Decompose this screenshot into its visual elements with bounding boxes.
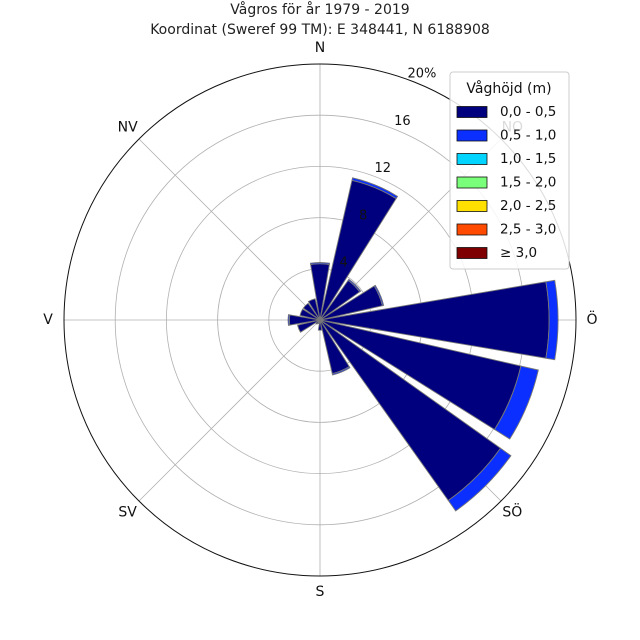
- legend-label: 2,0 - 2,5: [500, 198, 556, 214]
- legend-label: 2,5 - 3,0: [500, 222, 556, 238]
- rose-bar-segment: [347, 278, 362, 293]
- rose-bar-segment: [331, 366, 351, 376]
- legend-label: 1,5 - 2,0: [500, 175, 556, 191]
- direction-label: S: [316, 584, 325, 600]
- radial-tick-label: 12: [375, 161, 392, 176]
- rose-bar-segment: [297, 319, 321, 333]
- radial-tick-label: 4: [339, 256, 347, 271]
- legend-swatch: [456, 176, 488, 189]
- bars-layer: [287, 177, 559, 512]
- legend-swatch: [456, 106, 488, 118]
- chart-subtitle: Koordinat (Sweref 99 TM): E 348441, N 61…: [150, 22, 490, 38]
- legend-label: ≥ 3,0: [500, 245, 537, 261]
- direction-label: Ö: [586, 310, 597, 328]
- rose-bar-segment: [317, 319, 323, 331]
- direction-label: SV: [118, 504, 137, 520]
- legend-label: 1,0 - 1,5: [500, 151, 556, 167]
- rose-bar-segment: [545, 279, 559, 361]
- direction-label: NV: [118, 120, 138, 136]
- legend: Våghöjd (m) 0,0 - 0,5 0,5 - 1,0 1,0 - 1,5 1…: [449, 71, 570, 270]
- rose-bar-segment: [447, 447, 512, 512]
- rose-bar-segment: [373, 284, 385, 307]
- legend-label: 0,5 - 1,0: [500, 128, 556, 144]
- rose-bar-segment: [493, 365, 539, 440]
- legend-swatch: [456, 129, 488, 142]
- chart-title: Vågros för år 1979 - 2019: [230, 1, 409, 18]
- direction-label: SÖ: [502, 502, 522, 520]
- outer-frame: [63, 63, 577, 577]
- grid-spoke: [138, 319, 321, 502]
- legend-box: [449, 71, 570, 270]
- outer-circle: [63, 63, 577, 577]
- rose-bar-segment: [307, 298, 321, 321]
- legend-swatch: [456, 153, 488, 165]
- legend-title: Våghöjd (m): [466, 80, 551, 97]
- legend-items: 0,0 - 0,5 0,5 - 1,0 1,0 - 1,5 1,5 - 2,0 2,0 …: [456, 104, 556, 261]
- legend-label: 0,0 - 0,5: [500, 104, 556, 120]
- legend-swatch: [456, 247, 488, 259]
- legend-swatch: [456, 200, 488, 212]
- radial-tick-label: 20%: [408, 66, 437, 81]
- radial-tick-label: 16: [394, 114, 411, 129]
- legend-swatch: [456, 223, 488, 236]
- grid-spoke: [138, 138, 321, 321]
- rose-bar-segment: [351, 177, 399, 200]
- radial-tick-label: 8: [359, 208, 367, 223]
- radial-tick-labels: 4 8 12 16 20%: [339, 66, 436, 270]
- rose-bar-segment: [299, 308, 321, 321]
- rose-bar-segment: [309, 261, 331, 265]
- direction-label: V: [43, 312, 53, 328]
- direction-label: N: [315, 40, 325, 56]
- rose-bar-segment: [287, 314, 291, 326]
- rose-bar-segment: [302, 302, 321, 321]
